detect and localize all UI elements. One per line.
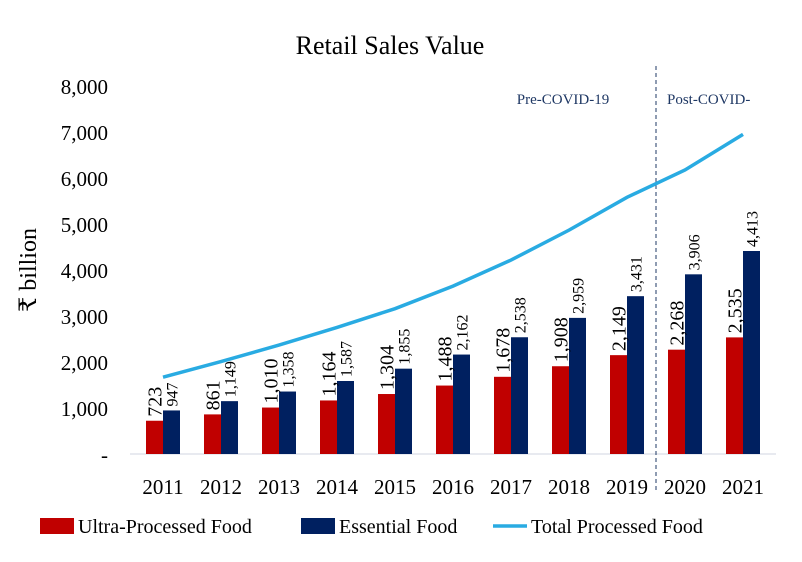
ultra-processed-data-label: 1,010 (261, 359, 283, 404)
x-tick-label: 2016 (432, 475, 474, 499)
essential-food-data-label: 1,358 (281, 352, 298, 388)
essential-food-bar (163, 410, 180, 454)
x-tick-label: 2013 (258, 475, 300, 499)
ultra-processed-data-label: 2,535 (725, 288, 747, 333)
essential-food-bar (685, 274, 702, 454)
ultra-processed-data-label: 2,149 (609, 306, 631, 351)
legend-label-total-processed: Total Processed Food (531, 516, 703, 538)
ultra-processed-data-label: 723 (145, 387, 167, 417)
ultra-processed-bar (668, 349, 685, 454)
ultra-processed-data-label: 1,678 (493, 328, 515, 373)
essential-food-bar (453, 354, 470, 454)
total-processed-food-line (162, 132, 744, 379)
essential-food-data-label: 2,162 (455, 315, 472, 351)
ultra-processed-bar (146, 420, 163, 454)
ultra-processed-data-label: 1,908 (551, 317, 573, 362)
legend-swatch-essential-food (301, 518, 335, 534)
x-tick-label: 2018 (548, 475, 590, 499)
post-covid-annotation: Post-COVID- (667, 92, 750, 108)
x-tick-label: 2015 (374, 475, 416, 499)
ultra-processed-bar (552, 366, 569, 454)
essential-food-bar (337, 380, 354, 454)
essential-food-data-label: 947 (165, 382, 182, 406)
essential-food-data-label: 1,587 (339, 341, 356, 377)
ultra-processed-bar (262, 407, 279, 454)
essential-food-data-label: 3,906 (687, 234, 704, 270)
y-tick-label: 8,000 (61, 75, 108, 99)
ultra-processed-bar (436, 385, 453, 454)
essential-food-data-label: 2,959 (571, 278, 588, 314)
ultra-processed-data-label: 1,488 (435, 337, 457, 382)
x-tick-label: 2017 (490, 475, 532, 499)
x-tick-label: 2012 (200, 475, 242, 499)
essential-food-data-label: 1,855 (397, 329, 414, 365)
y-tick-label: 1,000 (61, 397, 108, 421)
y-tick-label: 2,000 (61, 351, 108, 375)
y-tick-label: 5,000 (61, 213, 108, 237)
essential-food-bar (569, 317, 586, 454)
ultra-processed-data-label: 1,164 (319, 351, 341, 396)
legend-label-ultra-processed: Ultra-Processed Food (78, 516, 252, 538)
essential-food-bar (743, 251, 760, 454)
essential-food-bar (279, 391, 296, 454)
y-tick-label: 6,000 (61, 167, 108, 191)
essential-food-data-label: 1,149 (223, 361, 240, 397)
essential-food-bar (395, 368, 412, 454)
ultra-processed-data-label: 1,304 (377, 345, 399, 390)
ultra-processed-bar (610, 355, 627, 454)
ultra-processed-bar (320, 400, 337, 454)
x-tick-label: 2011 (142, 475, 183, 499)
ultra-processed-bar (378, 394, 395, 454)
y-tick-label: 4,000 (61, 259, 108, 283)
essential-food-data-label: 2,538 (513, 297, 530, 333)
legend-label-essential-food: Essential Food (339, 516, 457, 538)
essential-food-data-label: 3,431 (629, 256, 646, 292)
y-tick-label: 3,000 (61, 305, 108, 329)
ultra-processed-data-label: 861 (203, 380, 225, 410)
y-axis-label: ₹ billion (16, 228, 42, 312)
x-tick-label: 2014 (316, 475, 359, 499)
x-tick-label: 2020 (664, 475, 706, 499)
pre-covid-annotation: Pre-COVID-19 (517, 92, 609, 108)
x-tick-label: 2019 (606, 475, 648, 499)
ultra-processed-data-label: 2,268 (667, 301, 689, 346)
ultra-processed-bar (494, 376, 511, 454)
x-tick-label: 2021 (722, 475, 764, 499)
y-tick-label: 7,000 (61, 121, 108, 145)
essential-food-data-label: 4,413 (745, 211, 762, 247)
ultra-processed-bar (204, 414, 221, 454)
y-tick-label: - (101, 443, 108, 467)
essential-food-bar (627, 296, 644, 454)
essential-food-bar (221, 401, 238, 454)
legend-swatch-ultra-processed (40, 518, 74, 534)
chart-title: Retail Sales Value (296, 31, 485, 60)
essential-food-bar (511, 337, 528, 454)
ultra-processed-bar (726, 337, 743, 454)
